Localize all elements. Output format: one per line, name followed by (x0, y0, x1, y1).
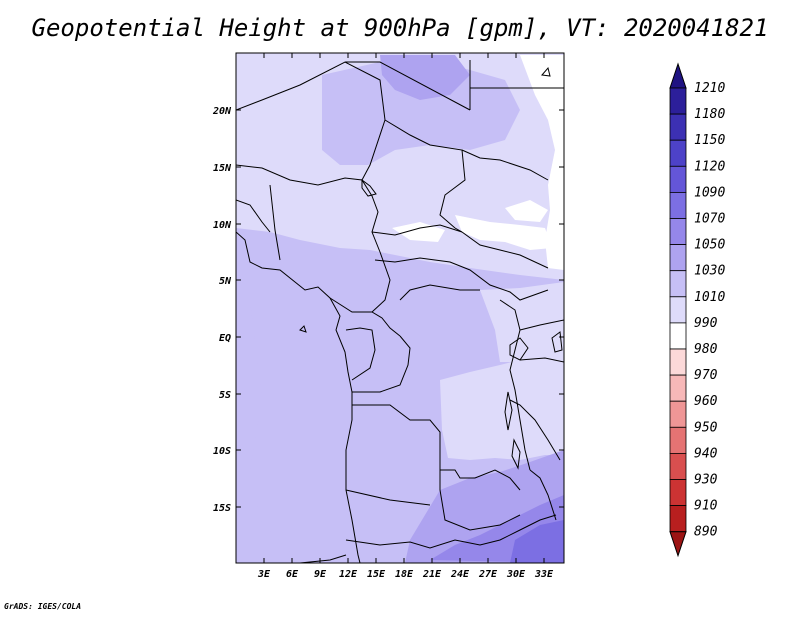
colorbar-label: 890 (694, 525, 718, 540)
lon-label: 9E (314, 569, 327, 580)
colorbar-label: 950 (694, 420, 718, 435)
lat-label: 10N (213, 220, 232, 231)
field-west-coast (236, 280, 300, 563)
colorbar-label: 1210 (694, 81, 725, 96)
colorbar-bin (669, 165, 687, 193)
colorbar-label: 910 (694, 499, 718, 514)
field-east-light (440, 355, 564, 460)
lon-label: 30E (506, 569, 526, 580)
lon-label: 21E (422, 569, 442, 580)
field-east-upper (480, 282, 564, 362)
map-frame (235, 52, 565, 564)
lat-label: 5N (219, 276, 232, 287)
colorbar-bin (669, 296, 687, 324)
colorbar-label: 930 (694, 473, 718, 488)
lon-labels: 3E 6E 9E 12E 15E 18E 21E 24E 27E 30E 33E (257, 569, 554, 580)
colorbar-label: 1050 (694, 238, 725, 253)
colorbar-label: 1090 (694, 185, 725, 200)
colorbar-label: 1120 (694, 159, 725, 174)
colorbar-bin (669, 218, 687, 246)
colorbar-bin (669, 87, 687, 115)
colorbar-label: 1150 (694, 133, 725, 148)
colorbar-bin (669, 400, 687, 428)
lat-labels: 20N 15N 10N 5N EQ 5S 10S 15S (212, 106, 232, 514)
field-north-core (380, 55, 470, 100)
map-title: Geopotential Height at 900hPa [gpm], VT:… (31, 14, 769, 42)
lon-label: 18E (395, 569, 414, 580)
height-field (236, 53, 564, 563)
field-white-ne2 (505, 200, 548, 222)
colorbar-label: 980 (694, 342, 718, 357)
colorbar-label: 970 (694, 368, 718, 383)
colorbar-bin (669, 374, 687, 402)
lon-label: 3E (257, 569, 271, 580)
colorbar-label: 940 (694, 446, 718, 461)
field-white-chad (392, 222, 445, 242)
colorbar-label: 1030 (694, 264, 725, 279)
colorbar-bin (669, 270, 687, 298)
colorbar-bin (669, 426, 687, 454)
colorbar-top-arrow (669, 62, 687, 89)
colorbar-bin (669, 348, 687, 376)
field-white-northeast (520, 55, 564, 270)
lon-label: 15E (367, 569, 386, 580)
colorbar-bin (669, 505, 687, 533)
lon-label: 27E (478, 569, 498, 580)
field-white-sudan (455, 215, 552, 250)
colorbar: 1210 1180 1150 1120 1090 1070 1050 1030 1010 990 9… (669, 62, 725, 558)
colorbar-bin (669, 452, 687, 480)
lon-label: 12E (339, 569, 358, 580)
field-south-darker (510, 520, 564, 563)
lon-label: 33E (534, 569, 554, 580)
colorbar-bin (669, 322, 687, 350)
colorbar-bin (669, 191, 687, 219)
lat-ticks (236, 109, 564, 508)
colorbar-bottom-arrow (669, 531, 687, 558)
colorbar-label: 1180 (694, 107, 725, 122)
lat-label: 15N (213, 163, 232, 174)
lat-label: 5S (219, 390, 231, 401)
lat-label: EQ (219, 333, 231, 344)
lat-label: 15S (213, 503, 231, 514)
colorbar-bin (669, 479, 687, 507)
colorbar-bin (669, 244, 687, 272)
colorbar-label: 1010 (694, 290, 725, 305)
colorbar-bin (669, 113, 687, 141)
lon-label: 24E (450, 569, 470, 580)
colorbar-label: 1070 (694, 212, 725, 227)
lon-label: 6E (286, 569, 299, 580)
colorbar-label: 960 (694, 394, 718, 409)
grads-credit: GrADS: IGES/COLA (4, 602, 82, 611)
country-borders (236, 60, 564, 563)
lat-label: 10S (213, 446, 231, 457)
lat-label: 20N (212, 106, 232, 117)
lon-ticks (263, 53, 545, 563)
colorbar-label: 990 (694, 316, 718, 331)
colorbar-bin (669, 139, 687, 167)
